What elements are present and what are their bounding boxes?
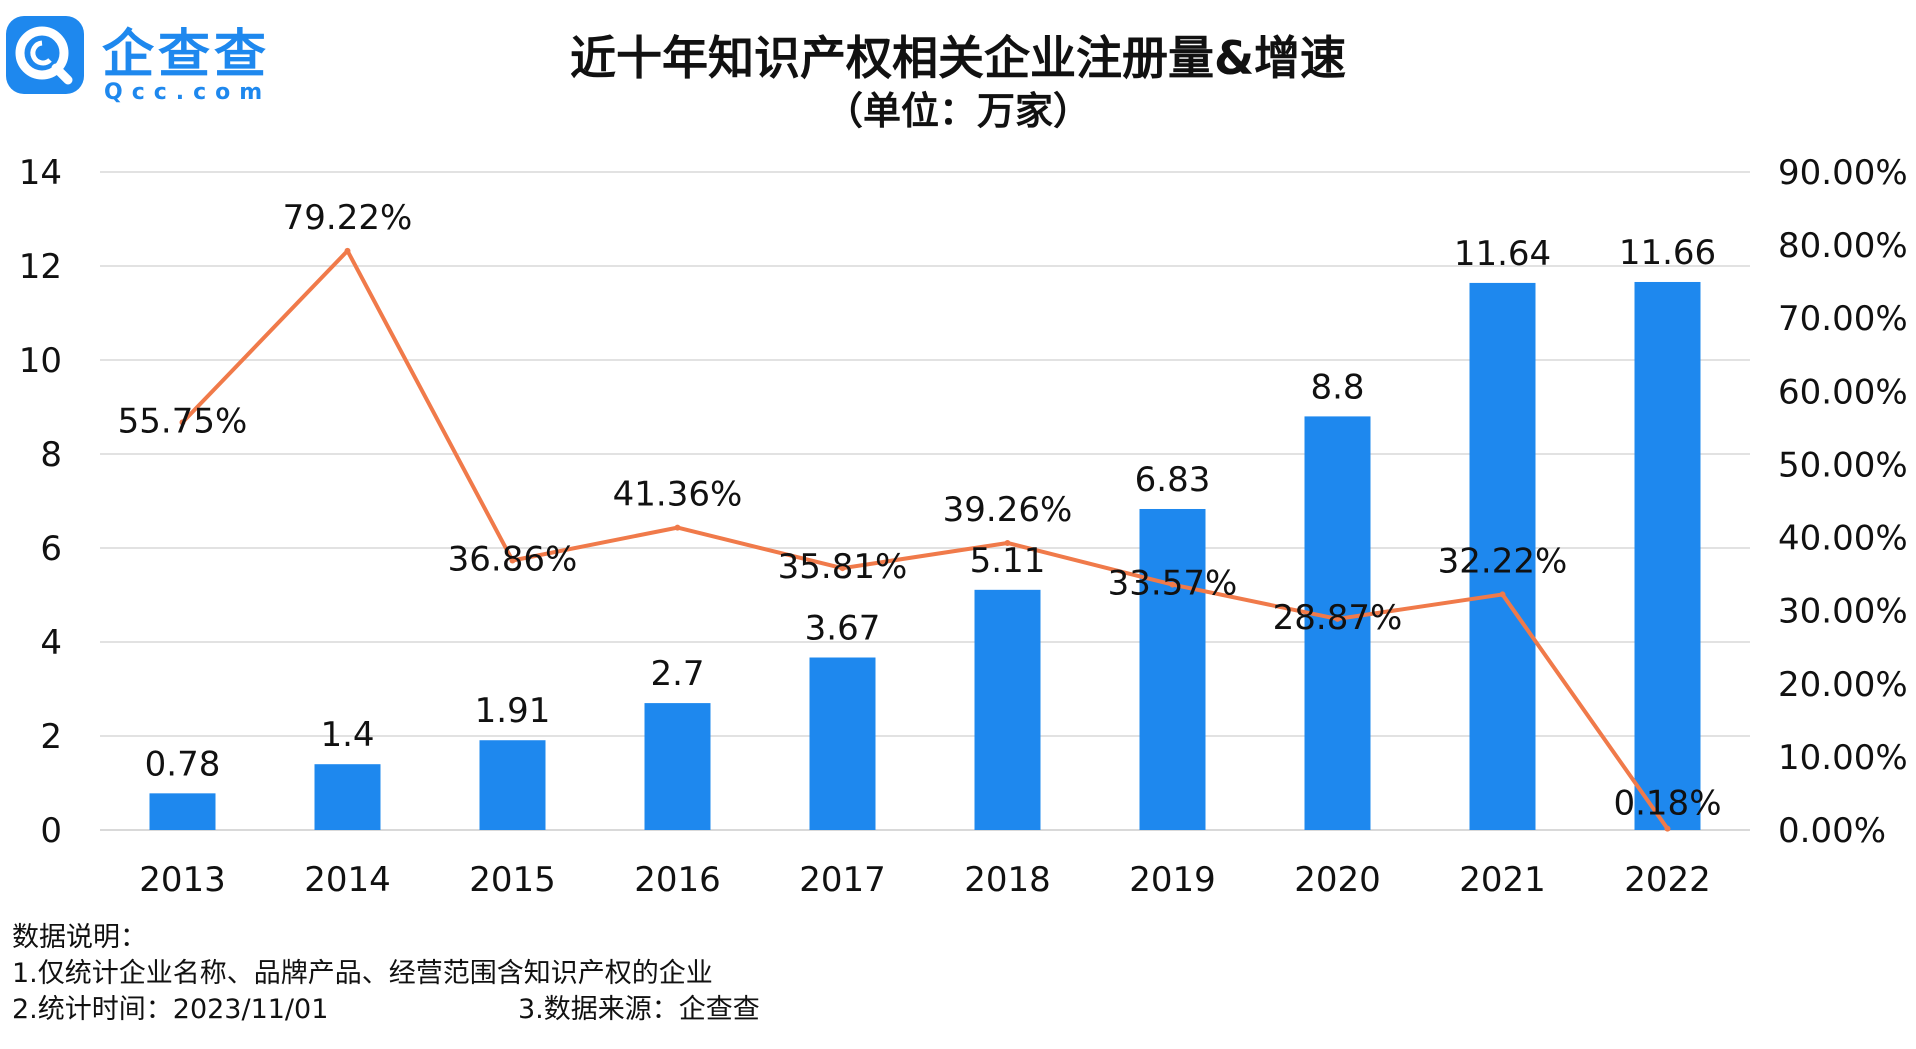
x-tick-label: 2018	[964, 860, 1051, 900]
line-data-label: 39.26%	[943, 490, 1073, 530]
y-left-tick-label: 4	[40, 623, 62, 663]
y-left-tick-label: 8	[40, 435, 62, 475]
bar	[644, 703, 711, 830]
bar-data-label: 6.83	[1135, 460, 1211, 500]
line-point	[674, 524, 681, 531]
notes-data-source: 3.数据来源：企查查	[518, 994, 760, 1025]
y-right-tick-label: 60.00%	[1778, 372, 1908, 412]
y-left-tick-label: 14	[19, 153, 62, 193]
logo-domain: Qcc.com	[104, 80, 272, 105]
y-left-tick-label: 12	[19, 247, 62, 287]
bar	[479, 740, 546, 830]
line-point	[839, 565, 846, 572]
combo-chart: 0 2 4 6 8 10 12 14 0.00% 10.00% 20.00% 30.00% 40.00%…	[19, 153, 1908, 900]
line-point	[1004, 539, 1011, 546]
notes-line-2: 2.统计时间：2023/11/01 3.数据来源：企查查	[12, 992, 1012, 1028]
x-tick-label: 2020	[1294, 860, 1381, 900]
line-point	[509, 557, 516, 564]
line-data-label: 79.22%	[283, 198, 413, 238]
bar	[149, 793, 216, 830]
line-point	[179, 419, 186, 426]
bar	[1469, 282, 1536, 830]
x-tick-label: 2013	[139, 860, 226, 900]
bar-data-label: 3.67	[805, 609, 881, 649]
line-data-label: 55.75%	[118, 401, 248, 441]
x-tick-label: 2016	[634, 860, 721, 900]
line-data-label: 0.18%	[1613, 784, 1721, 824]
line-data-label: 41.36%	[613, 475, 743, 515]
y-right-tick-label: 10.00%	[1778, 738, 1908, 778]
y-right-tick-label: 90.00%	[1778, 153, 1908, 193]
x-tick-label: 2021	[1459, 860, 1546, 900]
line-point	[1169, 581, 1176, 588]
x-tick-label: 2015	[469, 860, 556, 900]
bar-data-label: 1.91	[475, 691, 551, 731]
chart-title: 近十年知识产权相关企业注册量&增速	[569, 31, 1347, 85]
line-point	[1499, 591, 1506, 598]
line-point	[344, 247, 351, 254]
chart-subtitle: （单位：万家）	[824, 89, 1091, 133]
bar-data-label: 2.7	[650, 654, 704, 694]
bar	[314, 764, 381, 830]
footnotes: 数据说明： 1.仅统计企业名称、品牌产品、经营范围含知识产权的企业 2.统计时间…	[12, 920, 1012, 1028]
bar-data-label: 8.8	[1310, 367, 1364, 407]
line-data-label: 28.87%	[1273, 598, 1403, 638]
bar	[974, 589, 1041, 830]
line-data-label: 35.81%	[778, 547, 908, 587]
bar-data-label: 5.11	[970, 541, 1046, 581]
y-right-tick-label: 70.00%	[1778, 299, 1908, 339]
y-right-tick-label: 20.00%	[1778, 665, 1908, 705]
bar-data-label: 1.4	[320, 715, 374, 755]
y-left-tick-label: 2	[40, 717, 62, 757]
y-left-tick-label: 10	[19, 341, 62, 381]
y-left-tick-label: 0	[40, 811, 62, 851]
qcc-logo-mark-icon	[6, 16, 84, 94]
x-tick-label: 2022	[1624, 860, 1711, 900]
bar	[1304, 416, 1371, 830]
y-left-tick-label: 6	[40, 529, 62, 569]
y-right-tick-label: 30.00%	[1778, 592, 1908, 632]
y-right-tick-label: 50.00%	[1778, 445, 1908, 485]
y-right-tick-label: 0.00%	[1778, 811, 1886, 851]
x-tick-label: 2019	[1129, 860, 1216, 900]
bar	[809, 657, 876, 830]
bar-data-label: 0.78	[145, 744, 221, 784]
x-tick-label: 2014	[304, 860, 391, 900]
bar-data-label: 11.64	[1454, 234, 1551, 274]
line-data-label: 33.57%	[1108, 564, 1238, 604]
line-data-label: 36.86%	[448, 540, 578, 580]
logo-name: 企查查	[102, 25, 271, 85]
qcc-logo: 企查查 Qcc.com	[6, 10, 306, 110]
notes-heading: 数据说明：	[12, 922, 147, 953]
y-right-tick-label: 40.00%	[1778, 519, 1908, 559]
line-point	[1664, 825, 1671, 832]
growth-rate-line	[181, 248, 1670, 830]
bar	[1634, 281, 1701, 831]
y-right-tick-label: 80.00%	[1778, 226, 1908, 266]
x-tick-label: 2017	[799, 860, 886, 900]
notes-stat-time: 2.统计时间：2023/11/01	[12, 994, 329, 1025]
bar-data-label: 11.66	[1619, 233, 1716, 273]
line-point	[1334, 615, 1341, 622]
notes-line-1: 1.仅统计企业名称、品牌产品、经营范围含知识产权的企业	[12, 958, 713, 989]
line-data-label: 32.22%	[1438, 541, 1568, 581]
bar	[1139, 508, 1206, 830]
